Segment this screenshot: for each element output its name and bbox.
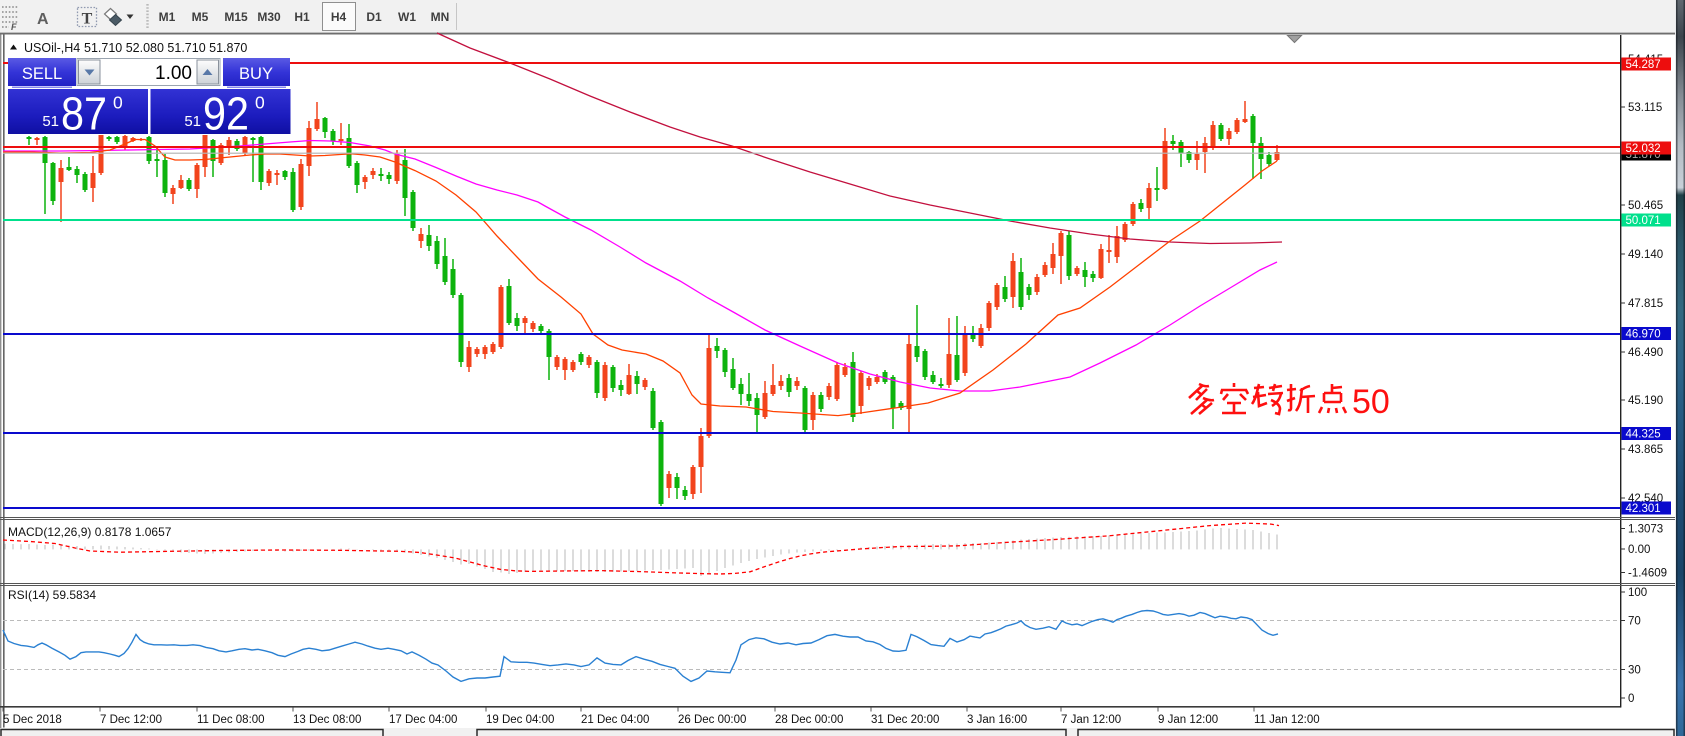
svg-text:M5: M5 — [192, 10, 209, 24]
svg-text:26 Dec 00:00: 26 Dec 00:00 — [678, 714, 746, 726]
svg-text:0: 0 — [1628, 693, 1634, 705]
svg-text:21 Dec 04:00: 21 Dec 04:00 — [581, 714, 649, 726]
svg-text:51: 51 — [184, 113, 201, 130]
svg-text:45.190: 45.190 — [1628, 395, 1663, 407]
svg-text:MACD(12,26,9) 0.8178 1.0657: MACD(12,26,9) 0.8178 1.0657 — [8, 525, 172, 539]
svg-text:MN: MN — [431, 10, 450, 24]
svg-text:RSI(14) 59.5834: RSI(14) 59.5834 — [8, 588, 96, 602]
svg-text:50: 50 — [1352, 383, 1390, 421]
svg-text:70: 70 — [1628, 616, 1641, 628]
svg-text:11 Jan 12:00: 11 Jan 12:00 — [1254, 714, 1320, 726]
svg-text:51: 51 — [42, 113, 59, 130]
svg-text:1.00: 1.00 — [155, 63, 192, 84]
svg-text:47.815: 47.815 — [1628, 298, 1663, 310]
svg-text:54.287: 54.287 — [1626, 59, 1661, 71]
svg-text:USOil-,H4: USOil-,H4 — [24, 41, 80, 55]
svg-text:0: 0 — [113, 93, 123, 113]
svg-text:49.140: 49.140 — [1628, 249, 1663, 261]
svg-text:28 Dec 00:00: 28 Dec 00:00 — [775, 714, 843, 726]
svg-text:50.465: 50.465 — [1628, 200, 1663, 212]
svg-text:46.490: 46.490 — [1628, 347, 1663, 359]
svg-text:52.032: 52.032 — [1626, 143, 1661, 155]
svg-text:W1: W1 — [398, 10, 416, 24]
svg-text:D1: D1 — [366, 10, 382, 24]
svg-text:A: A — [37, 11, 49, 28]
svg-text:H1: H1 — [294, 10, 310, 24]
svg-text:-1.4609: -1.4609 — [1628, 568, 1667, 580]
svg-text:11 Dec 08:00: 11 Dec 08:00 — [197, 714, 265, 726]
svg-text:44.325: 44.325 — [1626, 429, 1661, 441]
svg-text:46.970: 46.970 — [1626, 329, 1661, 341]
svg-text:0: 0 — [255, 93, 265, 113]
svg-text:0.00: 0.00 — [1628, 544, 1650, 556]
svg-text:T: T — [82, 11, 93, 28]
svg-text:F: F — [11, 22, 17, 32]
svg-text:43.865: 43.865 — [1628, 444, 1663, 456]
svg-text:9 Jan 12:00: 9 Jan 12:00 — [1158, 714, 1218, 726]
svg-text:53.115: 53.115 — [1628, 102, 1662, 114]
svg-text:H4: H4 — [331, 10, 347, 24]
svg-text:BUY: BUY — [239, 65, 273, 83]
svg-text:1.3073: 1.3073 — [1628, 524, 1663, 536]
svg-text:51.710 52.080 51.710 51.870: 51.710 52.080 51.710 51.870 — [84, 41, 247, 55]
svg-text:92: 92 — [203, 88, 249, 140]
svg-text:30: 30 — [1628, 665, 1641, 677]
svg-text:7 Dec 12:00: 7 Dec 12:00 — [100, 714, 162, 726]
svg-text:19 Dec 04:00: 19 Dec 04:00 — [486, 714, 554, 726]
svg-text:5 Dec 2018: 5 Dec 2018 — [3, 714, 62, 726]
svg-text:87: 87 — [61, 88, 107, 140]
svg-text:M15: M15 — [224, 10, 248, 24]
svg-text:3 Jan 16:00: 3 Jan 16:00 — [967, 714, 1027, 726]
svg-text:13 Dec 08:00: 13 Dec 08:00 — [293, 714, 361, 726]
svg-text:100: 100 — [1628, 587, 1647, 599]
svg-text:31 Dec 20:00: 31 Dec 20:00 — [871, 714, 939, 726]
svg-text:M30: M30 — [257, 10, 281, 24]
svg-text:17 Dec 04:00: 17 Dec 04:00 — [389, 714, 457, 726]
svg-text:42.301: 42.301 — [1626, 503, 1661, 515]
svg-text:50.071: 50.071 — [1626, 215, 1661, 227]
svg-text:SELL: SELL — [22, 65, 62, 83]
svg-text:7 Jan 12:00: 7 Jan 12:00 — [1061, 714, 1121, 726]
svg-text:M1: M1 — [159, 10, 176, 24]
